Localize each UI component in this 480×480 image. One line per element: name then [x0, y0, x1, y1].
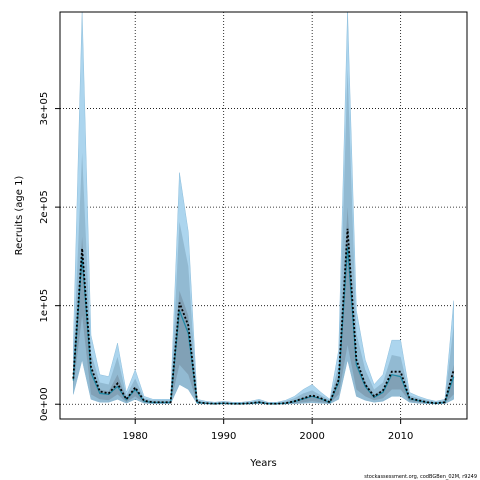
x-tick-label: 1990 — [211, 431, 236, 442]
y-tick-label: 1e+05 — [39, 289, 50, 323]
confidence-bands — [73, 12, 454, 405]
x-tick-label: 2010 — [388, 431, 413, 442]
y-tick-label: 3e+05 — [39, 92, 50, 126]
median-line — [72, 228, 455, 405]
x-tick-label: 1980 — [122, 431, 147, 442]
y-axis: 0e+00 1e+05 2e+05 3e+05 — [39, 92, 60, 421]
y-tick-label: 2e+05 — [39, 190, 50, 224]
y-tick-label: 0e+00 — [39, 387, 50, 421]
x-tick-label: 2000 — [299, 431, 324, 442]
y-axis-title: Recruits (age 1) — [14, 176, 25, 256]
plot-frame — [59, 11, 468, 420]
x-axis-title: Years — [249, 458, 276, 469]
series-lines — [72, 228, 455, 405]
credit-text: stockassessment.org, codBGBen_02M, r9249 — [364, 474, 477, 480]
x-axis: 1980 1990 2000 2010 — [122, 419, 413, 442]
